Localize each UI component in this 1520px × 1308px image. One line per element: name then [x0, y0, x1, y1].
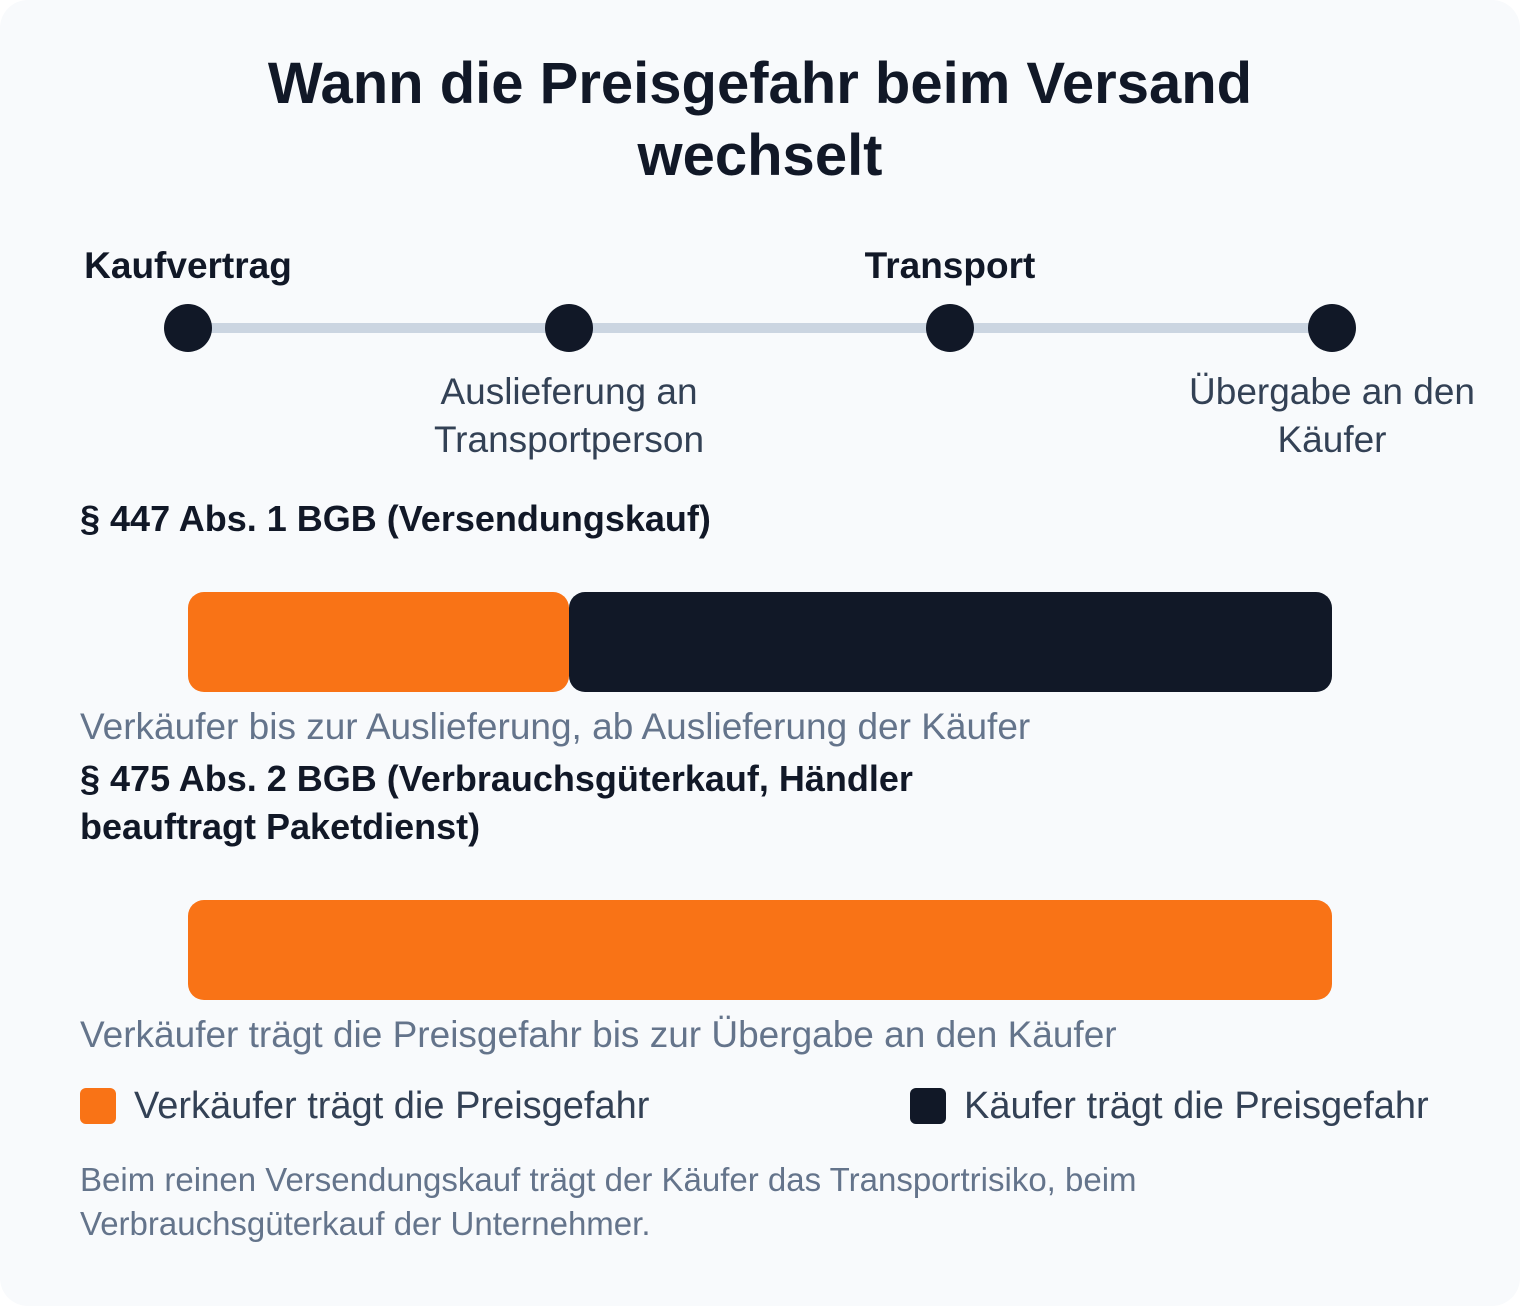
risk-segment-seller [188, 592, 570, 692]
legend-swatch-buyer [910, 1088, 946, 1124]
rule-475-caption: Verkäufer trägt die Preisgefahr bis zur … [80, 1014, 1117, 1055]
rule-447-caption: Verkäufer bis zur Auslieferung, ab Ausli… [80, 706, 1031, 747]
diagram-title: Wann die Preisgefahr beim Versand wechse… [267, 51, 1253, 188]
legend-label-buyer: Käufer trägt die Preisgefahr [964, 1084, 1429, 1127]
rule-447-bar [188, 592, 1332, 692]
risk-segment-seller [188, 900, 1332, 1000]
legend-label-seller: Verkäufer trägt die Preisgefahr [134, 1084, 650, 1127]
legend-item-buyer: Käufer trägt die Preisgefahr [910, 1082, 1429, 1130]
stage-label-kaufvertrag: Kaufvertrag [84, 245, 292, 286]
stage-dot-auslieferung [545, 304, 593, 352]
legend-item-seller: Verkäufer trägt die Preisgefahr [80, 1082, 649, 1130]
rule-475-bar [188, 900, 1332, 1000]
stage-dot-kaufvertrag [164, 304, 212, 352]
rule-475-title: § 475 Abs. 2 BGB (Verbrauchsgüterkauf, H… [80, 758, 913, 847]
rule-447-title: § 447 Abs. 1 BGB (Versendungskauf) [80, 498, 711, 539]
stage-dot-uebergabe [1308, 304, 1356, 352]
footnote: Beim reinen Versendungskauf trägt der Kä… [80, 1161, 1137, 1242]
stage-dot-transport [926, 304, 974, 352]
legend-swatch-seller [80, 1088, 116, 1124]
timeline-track [188, 323, 1332, 333]
risk-segment-buyer [569, 592, 1332, 692]
stage-label-uebergabe: Übergabe an den Käufer [1189, 371, 1475, 460]
stage-label-transport: Transport [864, 245, 1036, 286]
stage-label-auslieferung: Auslieferung an Transportperson [433, 371, 705, 460]
